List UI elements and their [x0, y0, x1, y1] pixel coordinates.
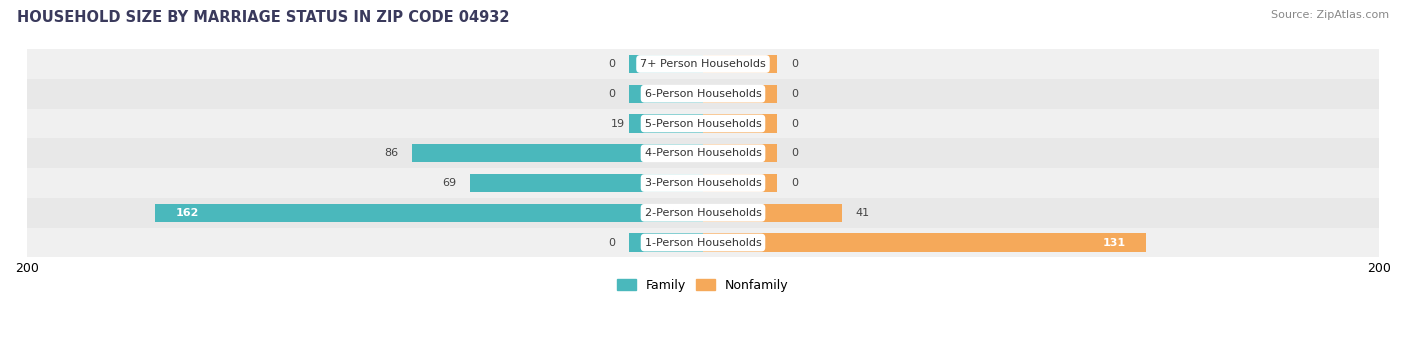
- Text: 4-Person Households: 4-Person Households: [644, 148, 762, 158]
- Bar: [703, 55, 778, 73]
- Text: 5-Person Households: 5-Person Households: [644, 119, 762, 129]
- Bar: [27, 198, 1379, 228]
- Bar: [27, 109, 1379, 138]
- Bar: [628, 85, 703, 103]
- Text: 0: 0: [609, 238, 614, 248]
- Text: 0: 0: [792, 89, 797, 99]
- Bar: [703, 85, 778, 103]
- Bar: [27, 49, 1379, 79]
- Text: 41: 41: [855, 208, 869, 218]
- Bar: [628, 55, 703, 73]
- Bar: [156, 204, 703, 222]
- Bar: [27, 138, 1379, 168]
- Bar: [27, 168, 1379, 198]
- Text: 3-Person Households: 3-Person Households: [644, 178, 762, 188]
- Text: 0: 0: [792, 178, 797, 188]
- Text: 131: 131: [1102, 238, 1126, 248]
- Bar: [27, 228, 1379, 257]
- Text: 162: 162: [176, 208, 200, 218]
- Text: 0: 0: [792, 119, 797, 129]
- Text: HOUSEHOLD SIZE BY MARRIAGE STATUS IN ZIP CODE 04932: HOUSEHOLD SIZE BY MARRIAGE STATUS IN ZIP…: [17, 10, 509, 25]
- Bar: [628, 114, 703, 133]
- Text: 0: 0: [609, 59, 614, 69]
- Text: 0: 0: [609, 89, 614, 99]
- Bar: [703, 204, 842, 222]
- Text: 86: 86: [385, 148, 399, 158]
- Text: 0: 0: [792, 148, 797, 158]
- Bar: [27, 79, 1379, 109]
- Bar: [628, 233, 703, 252]
- Bar: [703, 174, 778, 192]
- Bar: [412, 144, 703, 163]
- Text: 69: 69: [441, 178, 456, 188]
- Bar: [470, 174, 703, 192]
- Text: 7+ Person Households: 7+ Person Households: [640, 59, 766, 69]
- Bar: [703, 233, 1146, 252]
- Text: Source: ZipAtlas.com: Source: ZipAtlas.com: [1271, 10, 1389, 20]
- Text: 1-Person Households: 1-Person Households: [644, 238, 762, 248]
- Text: 0: 0: [792, 59, 797, 69]
- Text: 2-Person Households: 2-Person Households: [644, 208, 762, 218]
- Bar: [703, 114, 778, 133]
- Text: 6-Person Households: 6-Person Households: [644, 89, 762, 99]
- Legend: Family, Nonfamily: Family, Nonfamily: [612, 274, 794, 297]
- Bar: [703, 144, 778, 163]
- Text: 19: 19: [612, 119, 626, 129]
